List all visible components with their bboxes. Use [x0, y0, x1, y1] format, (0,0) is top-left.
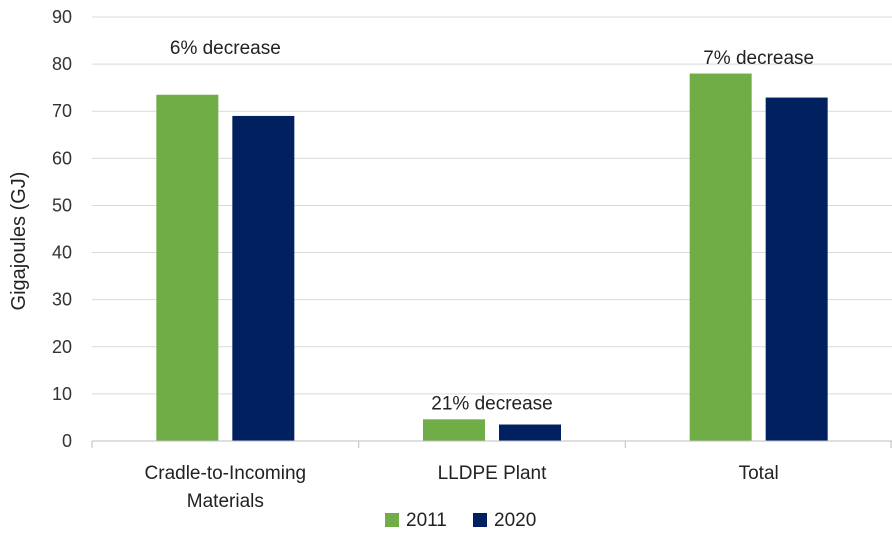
annotation-label: 21% decrease [431, 393, 552, 414]
y-tick-label: 20 [52, 337, 72, 357]
bars [156, 73, 828, 442]
legend-swatch-2011 [385, 513, 399, 527]
bar-2011 [156, 94, 219, 441]
x-tick-label: LLDPE Plant [438, 463, 548, 484]
legend-swatch-2020 [473, 513, 487, 527]
legend-label: 2020 [494, 510, 536, 531]
y-tick-label: 50 [52, 195, 72, 215]
bar-2020 [499, 424, 561, 441]
bar-2020 [765, 97, 828, 441]
legend: 2011 2020 [385, 510, 536, 531]
annotation-label: 7% decrease [703, 48, 814, 69]
y-axis-title: Gigajoules (GJ) [8, 172, 30, 311]
y-tick-label: 90 [52, 7, 72, 27]
y-axis-ticks: 0 10 20 30 40 50 60 70 80 90 [52, 7, 72, 451]
annotations: 6% decrease 21% decrease 7% decrease [170, 38, 814, 414]
bar-2011 [423, 419, 485, 441]
x-axis: Cradle-to-Incoming Materials LLDPE Plant To… [91, 440, 892, 512]
y-tick-label: 60 [52, 148, 72, 168]
y-tick-label: 80 [52, 54, 72, 74]
y-tick-label: 40 [52, 243, 72, 263]
y-tick-label: 0 [62, 431, 72, 451]
legend-label: 2011 [406, 510, 447, 531]
bar-2020 [232, 115, 295, 441]
x-tick-label: Cradle-to-Incoming [145, 463, 307, 484]
x-tick-label: Total [739, 463, 779, 484]
x-tick-label: Materials [187, 491, 264, 512]
bar-2011 [689, 73, 752, 442]
y-tick-label: 10 [52, 384, 72, 404]
y-tick-label: 30 [52, 290, 72, 310]
annotation-label: 6% decrease [170, 38, 281, 59]
gridlines [92, 16, 892, 395]
y-tick-label: 70 [52, 101, 72, 121]
